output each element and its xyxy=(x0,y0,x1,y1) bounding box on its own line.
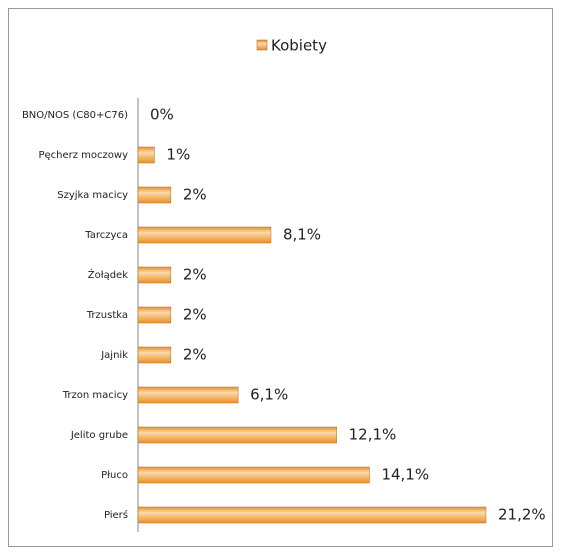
y-tick-label: Pierś xyxy=(104,509,128,521)
legend-swatch xyxy=(256,39,268,51)
value-label: 8,1% xyxy=(283,226,321,244)
bar xyxy=(137,426,337,444)
y-tick-label: Żołądek xyxy=(88,268,128,281)
y-tick-label: BNO/NOS (C80+C76) xyxy=(22,110,128,121)
bar xyxy=(137,506,487,524)
value-label: 2% xyxy=(183,346,207,364)
bar xyxy=(137,146,155,164)
y-tick-label: Tarczyca xyxy=(84,230,128,241)
value-label: 14,1% xyxy=(381,466,429,484)
value-label: 6,1% xyxy=(250,386,288,404)
legend-label: Kobiety xyxy=(271,37,327,55)
bar xyxy=(137,266,172,284)
y-tick-label: Jelito grube xyxy=(70,430,128,441)
bar xyxy=(137,346,172,364)
value-label: 0% xyxy=(150,106,174,124)
bar xyxy=(137,386,239,404)
y-tick-label: Szyjka macicy xyxy=(57,190,128,201)
value-label: 1% xyxy=(166,146,190,164)
y-tick-label: Jajnik xyxy=(100,350,128,361)
value-label: 12,1% xyxy=(349,426,397,444)
bar xyxy=(137,466,370,484)
y-tick-label: Płuco xyxy=(101,470,128,481)
bar xyxy=(137,306,172,324)
value-label: 2% xyxy=(183,306,207,324)
y-tick-label: Pęcherz moczowy xyxy=(38,150,128,161)
bar xyxy=(137,186,172,204)
bar xyxy=(137,226,272,244)
chart-frame xyxy=(8,8,553,547)
value-label: 21,2% xyxy=(498,506,546,524)
value-label: 2% xyxy=(183,186,207,204)
y-tick-label: Trzon macicy xyxy=(62,390,128,401)
y-tick-label: Trzustka xyxy=(86,310,128,321)
value-label: 2% xyxy=(183,266,207,284)
